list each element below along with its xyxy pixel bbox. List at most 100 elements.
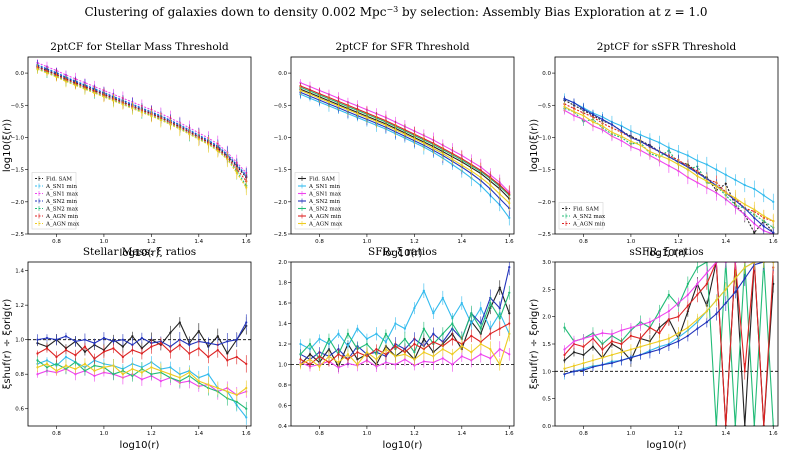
data-point <box>686 282 689 285</box>
plot-area <box>28 314 251 425</box>
y-tick-label: −1.5 <box>538 168 552 174</box>
data-point <box>508 291 511 294</box>
x-axis-label: log10(r) <box>383 440 423 451</box>
data-point <box>178 376 181 379</box>
data-point <box>667 318 670 321</box>
x-tick-label: 0.8 <box>315 239 324 245</box>
y-tick-label: 0.4 <box>278 424 287 430</box>
x-tick-label: 1.4 <box>721 431 730 437</box>
y-tick-label: −2.5 <box>274 232 288 238</box>
data-point <box>734 205 737 209</box>
data-point <box>715 185 718 188</box>
data-point <box>591 113 595 116</box>
data-point <box>572 370 576 373</box>
legend-entry: A_SN2 max <box>308 207 342 213</box>
data-point <box>677 150 680 153</box>
data-point <box>696 318 699 321</box>
data-point <box>131 335 134 338</box>
data-point <box>705 163 708 166</box>
data-point <box>753 208 756 211</box>
data-point <box>216 386 219 390</box>
data-point <box>216 348 219 352</box>
x-tick-label: 1.0 <box>627 239 636 245</box>
y-tick-label: −1.5 <box>11 168 25 174</box>
data-point <box>140 378 143 381</box>
data-point <box>582 108 585 111</box>
data-point <box>45 71 49 75</box>
data-point <box>498 317 501 320</box>
series-a-agn-max <box>36 64 248 196</box>
data-point <box>762 214 765 218</box>
x-tick-label: 0.8 <box>579 431 588 437</box>
data-point <box>235 393 238 397</box>
data-point <box>188 343 191 346</box>
data-point <box>658 154 661 157</box>
data-point <box>403 327 406 330</box>
panel-p2: 2ptCF for SFR Threshold 0.8 1.0 1.2 1.4 1.6 0.… <box>274 41 515 259</box>
x-tick-label: 1.6 <box>242 239 251 245</box>
data-point <box>245 362 248 365</box>
data-point <box>591 359 595 362</box>
y-tick-label: 0.0 <box>542 71 551 77</box>
data-point <box>64 80 68 83</box>
data-point <box>432 147 435 150</box>
series-a-sn1-max <box>36 59 248 180</box>
data-point <box>93 91 96 95</box>
data-point <box>245 416 248 419</box>
data-point <box>346 344 350 348</box>
data-point <box>36 68 39 71</box>
data-point <box>346 353 350 356</box>
data-point <box>572 110 576 113</box>
data-point <box>403 353 406 356</box>
data-point <box>207 143 210 146</box>
x-tick-label: 0.8 <box>579 239 588 245</box>
data-point <box>150 366 153 369</box>
y-tick-label: −2.0 <box>274 200 288 206</box>
data-point <box>375 358 378 361</box>
data-point <box>705 271 708 275</box>
data-point <box>572 107 576 110</box>
data-point <box>432 361 435 364</box>
legend-entry: A_SN2 min <box>308 199 341 205</box>
data-point <box>705 180 708 183</box>
data-point <box>582 353 585 357</box>
data-point <box>508 322 511 325</box>
y-tick-label: −1.0 <box>274 135 288 141</box>
x-tick-label: 1.2 <box>410 431 419 437</box>
data-point <box>677 315 680 318</box>
data-point <box>610 131 614 134</box>
series-a-sn1-max <box>299 341 511 374</box>
data-point <box>422 142 425 145</box>
data-point <box>460 355 463 358</box>
data-point <box>743 277 746 280</box>
data-point <box>639 345 642 348</box>
x-axis-label: log10(r) <box>120 248 160 259</box>
data-point <box>648 351 651 354</box>
data-point <box>102 95 106 99</box>
data-point <box>743 203 746 206</box>
legend-entry: A_SN1 min <box>45 184 78 190</box>
data-point <box>169 366 172 369</box>
data-point <box>121 345 124 348</box>
data-point <box>207 342 210 345</box>
data-point <box>207 383 210 386</box>
panel-title: SFR: ξ ratios <box>368 246 437 258</box>
data-point <box>207 355 210 359</box>
series-line <box>37 64 247 176</box>
data-point <box>629 348 633 351</box>
y-tick-label: 2.0 <box>278 260 287 266</box>
data-point <box>197 347 200 350</box>
data-point <box>451 152 454 155</box>
data-point <box>470 322 473 325</box>
data-point <box>432 312 435 315</box>
data-point <box>648 321 651 324</box>
x-tick-label: 1.0 <box>100 239 109 245</box>
data-point <box>441 348 444 351</box>
y-tick-label: 0.6 <box>278 404 287 410</box>
data-point <box>308 88 312 91</box>
data-point <box>394 355 397 358</box>
data-point <box>563 367 566 370</box>
x-tick-label: 1.0 <box>363 239 372 245</box>
plot-area <box>563 93 775 234</box>
